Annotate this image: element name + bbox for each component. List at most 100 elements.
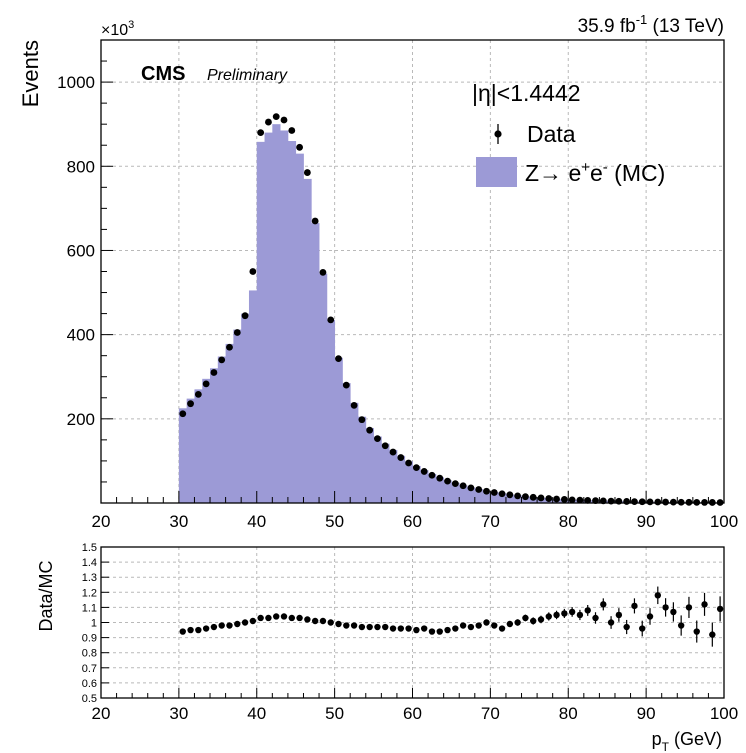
mc-bar [474, 489, 483, 503]
ratio-x-tick-label: 50 [325, 704, 344, 723]
ratio-point [350, 622, 358, 629]
mc-bar [178, 408, 188, 503]
mc-bar [326, 319, 336, 503]
data-point [615, 497, 623, 505]
data-point [669, 498, 677, 506]
ratio-point [646, 613, 654, 620]
data-point [350, 401, 358, 409]
ratio-point [545, 613, 552, 620]
ratio-point [654, 592, 662, 599]
ratio-point [662, 604, 669, 611]
ratio-point [498, 625, 506, 632]
ratio-point [693, 628, 700, 635]
data-point [483, 487, 490, 495]
data-point [514, 492, 522, 500]
data-point [576, 496, 584, 504]
ratio-point [607, 619, 615, 626]
ratio-point [685, 604, 693, 611]
mc-bar [186, 398, 195, 503]
ratio-point [483, 619, 490, 626]
data-point [389, 448, 397, 456]
ratio-point [623, 623, 630, 631]
cms-logo-text: CMS [141, 63, 185, 85]
mc-bar [482, 490, 491, 503]
ratio-point [179, 628, 186, 635]
mc-bar [404, 461, 413, 503]
data-point [327, 316, 335, 324]
data-point [187, 400, 194, 408]
ratio-x-tick-labels: 20 30 40 50 60 70 80 90 100 [92, 704, 739, 723]
data-point [623, 498, 631, 505]
ratio-point [568, 608, 576, 616]
data-point [498, 490, 506, 498]
mc-bar [443, 480, 452, 503]
ratio-point [522, 614, 529, 622]
y-tick-label: 400 [67, 326, 95, 345]
ratio-point [288, 614, 295, 622]
x-tick-label: 100 [710, 512, 738, 531]
mc-bar [295, 153, 304, 504]
data-point [265, 118, 272, 126]
ratio-point [397, 625, 405, 632]
ratio-x-tick-label: 80 [559, 704, 578, 723]
ratio-y-tick-label: 0.5 [82, 693, 97, 705]
data-point [280, 116, 288, 124]
data-point [677, 498, 685, 506]
ratio-point [405, 625, 412, 632]
ratio-point [358, 623, 366, 631]
ratio-point [553, 611, 560, 619]
data-point [405, 459, 413, 467]
ratio-point [210, 623, 218, 631]
data-point [210, 369, 218, 376]
data-point [194, 391, 202, 398]
legend-mc-label: Z→ e+e- (MC) [525, 159, 665, 186]
legend: |η|<1.4442 Data Z→ e+e- (MC) [472, 80, 665, 187]
ratio-point [576, 611, 584, 619]
data-point [506, 491, 514, 499]
mc-bar [248, 290, 258, 503]
mc-bar [241, 313, 250, 503]
data-point [296, 143, 303, 151]
ratio-point [709, 631, 716, 638]
ratio-point [327, 619, 334, 626]
data-point [685, 498, 693, 506]
ratio-y-tick-label: 0.7 [82, 663, 97, 675]
ratio-point [218, 622, 225, 629]
ratio-point [459, 622, 467, 629]
ratio-point [296, 614, 303, 622]
lumi-label: 35.9 fb-1 (13 TeV) [578, 12, 724, 37]
mc-bar [389, 449, 398, 503]
ratio-y-tick-label: 1.4 [82, 557, 97, 569]
data-point [459, 482, 467, 490]
mc-bar [428, 473, 437, 503]
data-point [545, 495, 553, 502]
x-tick-label: 70 [481, 512, 500, 531]
ratio-y-tick-label: 1 [91, 618, 97, 630]
ratio-point [311, 617, 319, 625]
legend-data-marker [494, 130, 502, 138]
data-point [537, 494, 545, 502]
data-point [319, 268, 327, 276]
data-point [646, 498, 654, 506]
data-point [584, 496, 592, 504]
mc-bar [435, 477, 445, 503]
ratio-point [389, 625, 397, 632]
mc-bar [287, 141, 297, 503]
ratio-point [273, 613, 280, 620]
mc-bar [256, 141, 265, 504]
mc-bar [396, 455, 406, 503]
ratio-axis-ticks [100, 546, 725, 699]
ratio-point [600, 601, 607, 608]
data-point [592, 497, 599, 505]
ratio-point [241, 619, 249, 626]
mc-bar [210, 368, 219, 503]
ratio-y-tick-labels: 0.5 0.6 0.7 0.8 0.9 1 1.1 1.2 1.3 1.4 1.5 [82, 542, 97, 705]
x-tick-label: 40 [247, 512, 266, 531]
x-tick-label: 90 [637, 512, 656, 531]
ratio-point [319, 617, 327, 625]
ratio-point [444, 626, 451, 634]
ratio-point [257, 614, 264, 622]
y-tick-label: 200 [67, 410, 95, 429]
ratio-point [452, 625, 459, 632]
